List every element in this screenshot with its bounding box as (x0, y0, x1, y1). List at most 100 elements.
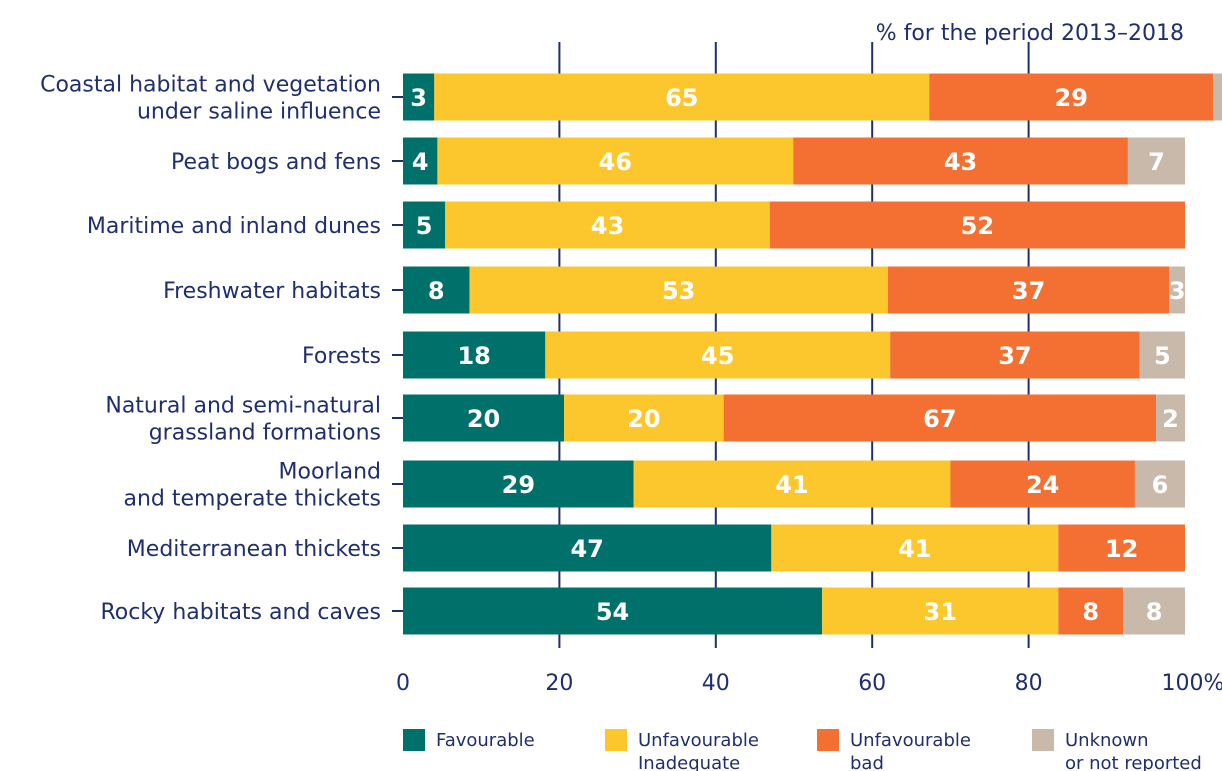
bar-segment (434, 73, 930, 121)
data-label: 52 (961, 212, 994, 240)
data-label: 43 (591, 212, 624, 240)
bar-segment (403, 331, 546, 379)
data-label: 41 (898, 535, 931, 563)
bar-segment (929, 73, 1214, 121)
bar-segment (950, 460, 1135, 508)
bar-segment (437, 137, 794, 185)
data-label: 6 (1152, 471, 1169, 499)
category-label: Natural and semi-natural (105, 394, 381, 419)
data-label: 53 (662, 277, 695, 305)
data-label: 37 (1012, 277, 1045, 305)
x-axis: 0 20 40 60 80 100% (396, 671, 1222, 696)
legend-label: Favourable (436, 730, 535, 751)
legend-label: Unfavourable (638, 730, 759, 751)
data-label: 4 (412, 148, 429, 176)
bar-segment (403, 73, 435, 121)
data-label: 29 (502, 471, 535, 499)
bar-segment (545, 331, 891, 379)
legend-swatch (605, 729, 627, 751)
category-label: Peat bogs and fens (171, 150, 381, 175)
category-label: Moorland (279, 460, 381, 485)
bar-segment (887, 266, 1170, 314)
bar-segment (564, 394, 724, 442)
data-label: 18 (457, 342, 490, 370)
bar-segment (1169, 266, 1185, 314)
legend-label: or not reported (1065, 753, 1202, 771)
bar-segment (445, 201, 770, 249)
bar-segment (403, 524, 772, 572)
data-label: 8 (1146, 598, 1163, 626)
legend-label: bad (850, 753, 884, 771)
data-label: 3 (410, 84, 427, 112)
data-label: 2 (1162, 405, 1179, 433)
data-label: 3 (1220, 84, 1222, 112)
bar-segment (633, 460, 951, 508)
bar-segment (403, 460, 634, 508)
data-label: 20 (467, 405, 500, 433)
data-label: 54 (596, 598, 629, 626)
bar-segment (403, 266, 470, 314)
x-tick-label: 20 (545, 671, 573, 696)
category-label: Maritime and inland dunes (87, 214, 381, 239)
bar-segment (403, 394, 565, 442)
bar-segment (403, 137, 438, 185)
x-tick-label: 0 (396, 671, 410, 696)
data-label: 65 (665, 84, 698, 112)
bar-segment (403, 201, 446, 249)
bar-segment (1134, 460, 1185, 508)
chart-subtitle: % for the period 2013–2018 (876, 21, 1184, 46)
data-label: 7 (1148, 148, 1165, 176)
data-label: 12 (1105, 535, 1138, 563)
bar-segment (1139, 331, 1185, 379)
bar-segment (1058, 587, 1124, 635)
data-label: 37 (998, 342, 1031, 370)
data-label: 46 (599, 148, 632, 176)
category-label: Forests (302, 344, 381, 369)
bar-segment (890, 331, 1140, 379)
data-label: 3 (1169, 277, 1186, 305)
bar-segment (1058, 524, 1185, 572)
bar-segment (1156, 394, 1185, 442)
data-label: 45 (701, 342, 734, 370)
legend-swatch (403, 729, 425, 751)
bar-segment (1127, 137, 1185, 185)
data-label: 8 (428, 277, 445, 305)
bar-segment (771, 524, 1059, 572)
data-label: 29 (1055, 84, 1088, 112)
x-tick-label: 40 (702, 671, 730, 696)
legend-swatch (817, 729, 839, 751)
bar-segment (769, 201, 1185, 249)
x-tick-label: 60 (858, 671, 886, 696)
data-label: 47 (570, 535, 603, 563)
x-tick-label: 100% (1162, 671, 1222, 696)
x-tick-label: 80 (1015, 671, 1043, 696)
bar-segment (1123, 587, 1185, 635)
category-label: Freshwater habitats (163, 279, 381, 304)
category-label: Mediterranean thickets (127, 537, 381, 562)
bar-segment (793, 137, 1128, 185)
category-label: Coastal habitat and vegetation (40, 73, 381, 98)
legend-label: Unknown (1065, 730, 1149, 751)
data-label: 67 (923, 405, 956, 433)
data-label: 43 (944, 148, 977, 176)
bar-segment (469, 266, 888, 314)
category-label: grassland formations (149, 421, 381, 446)
category-label: under saline influence (137, 100, 381, 125)
data-label: 20 (627, 405, 660, 433)
data-label: 41 (775, 471, 808, 499)
category-label: Rocky habitats and caves (101, 600, 382, 625)
data-label: 24 (1026, 471, 1059, 499)
bar-segment (822, 587, 1059, 635)
legend-swatch (1032, 729, 1054, 751)
legend-label: Inadequate (638, 753, 740, 771)
bar-segment (723, 394, 1157, 442)
legend-label: Unfavourable (850, 730, 971, 751)
bar-segment (403, 587, 823, 635)
data-label: 5 (416, 212, 433, 240)
bar-segment (1213, 73, 1222, 121)
legend: Favourable Unfavourable Inadequate Unfavour… (403, 729, 1202, 771)
data-label: 8 (1082, 598, 1099, 626)
data-label: 5 (1154, 342, 1171, 370)
